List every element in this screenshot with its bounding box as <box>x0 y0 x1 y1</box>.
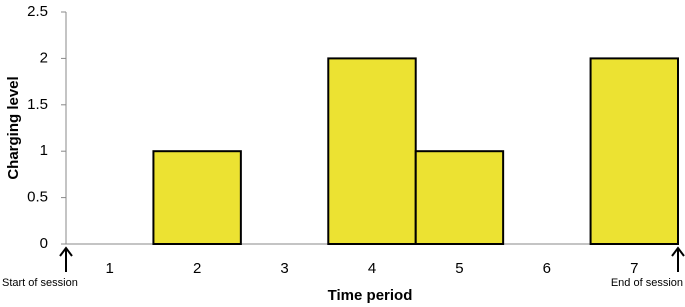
y-axis-title: Charging level <box>5 76 22 179</box>
x-tick-label: 4 <box>368 260 376 277</box>
bar <box>589 57 679 246</box>
annotation: Start of session <box>2 277 78 289</box>
x-tick-label: 6 <box>543 260 551 277</box>
x-tick-label: 5 <box>455 260 463 277</box>
y-tick-label: 0 <box>40 235 48 252</box>
start-arrow <box>59 246 73 272</box>
bar <box>414 150 505 245</box>
x-axis-title: Time period <box>328 287 413 304</box>
end-arrow <box>671 246 685 272</box>
x-tick-label: 2 <box>193 260 201 277</box>
y-tick-label: 2 <box>40 49 48 66</box>
y-tick-label: 1 <box>40 142 48 159</box>
y-tick-label: 0.5 <box>27 189 48 206</box>
x-tick-label: 7 <box>630 260 638 277</box>
y-tick-label: 1.5 <box>27 96 48 113</box>
annotation: End of session <box>611 277 683 289</box>
x-tick-label: 1 <box>106 260 114 277</box>
bar <box>152 150 242 245</box>
y-tick-label: 2.5 <box>27 3 48 20</box>
bar <box>327 57 417 246</box>
x-tick-label: 3 <box>280 260 288 277</box>
